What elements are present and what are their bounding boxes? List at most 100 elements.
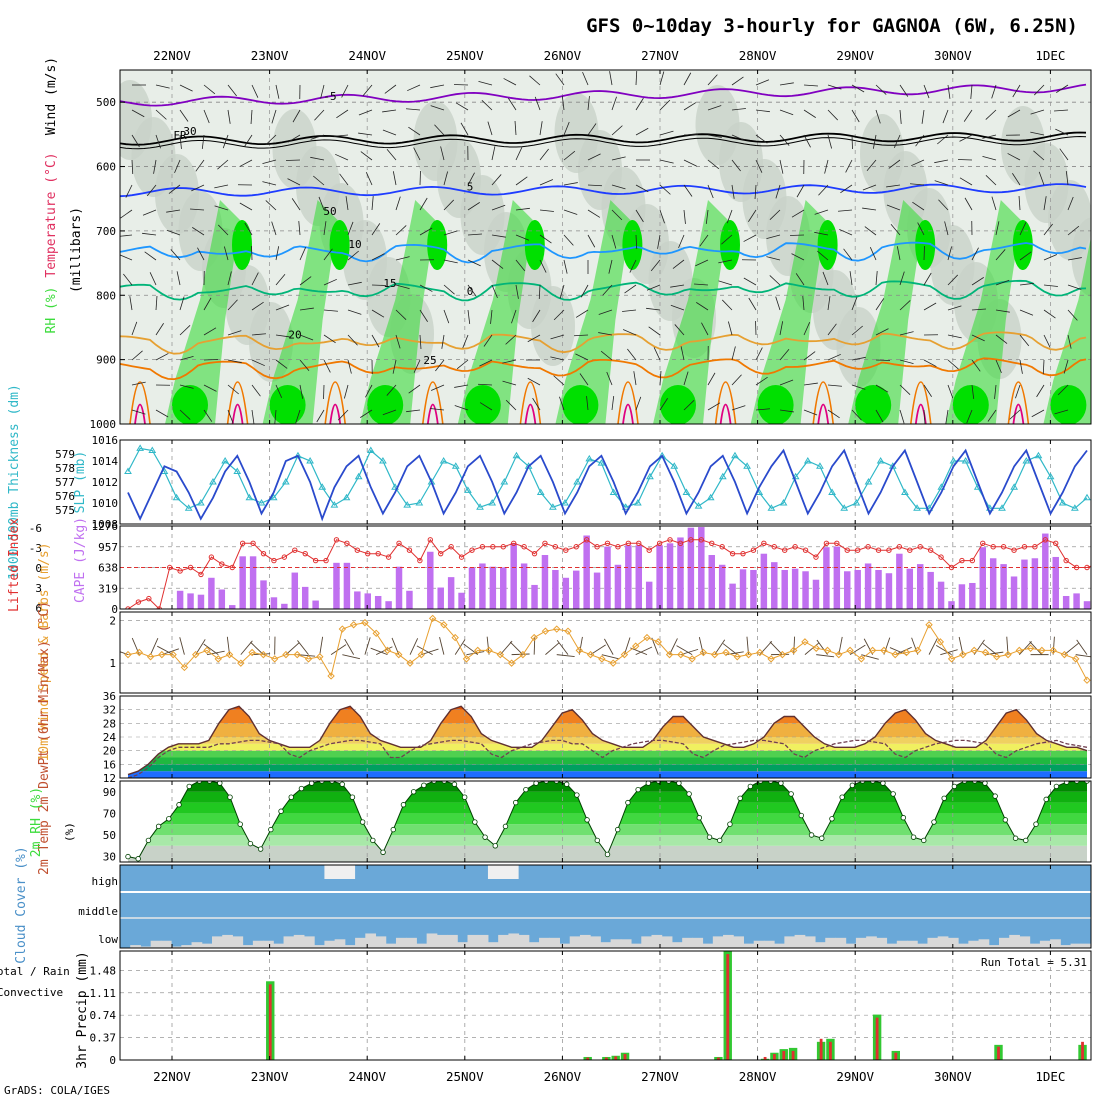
cape-bar [573, 571, 579, 609]
cape-bar [312, 601, 318, 609]
rh-high-core [367, 385, 403, 425]
rh-high-core [758, 385, 794, 425]
cape-bar [980, 547, 986, 609]
rh-point [1064, 780, 1069, 785]
rh-point [728, 822, 733, 827]
rh-light-area [531, 286, 575, 366]
isotherm-label: 10 [348, 238, 361, 251]
bottom-date-label: 26NOV [544, 1069, 582, 1084]
rh-point [901, 815, 906, 820]
cape-bar [1084, 601, 1090, 609]
wind-barb [320, 637, 323, 655]
isotherm-label: 20 [288, 328, 301, 341]
rh-point [799, 813, 804, 818]
low-cloud-gap [396, 938, 407, 948]
rh-high-core [1050, 385, 1086, 425]
low-cloud-gap [1019, 936, 1030, 948]
pressure-tick-label: 700 [96, 225, 116, 238]
cape-bar [854, 570, 860, 609]
low-cloud-gap [519, 935, 530, 948]
cape-bar [959, 584, 965, 609]
rh-point [942, 796, 947, 801]
rh-point [473, 820, 478, 825]
low-cloud-gap [263, 941, 274, 948]
low-cloud-gap [733, 936, 744, 948]
bottom-date-label: 25NOV [446, 1069, 484, 1084]
cape-bar [510, 543, 516, 609]
cape-tick-label: 1276 [92, 520, 119, 533]
low-cloud-gap [907, 941, 918, 948]
cape-bar [656, 545, 662, 609]
rh-point [983, 781, 988, 786]
temp-tick-label: 32 [103, 704, 116, 717]
rh-point [401, 802, 406, 807]
rh-contour-label: 30 [183, 125, 196, 138]
rh-point [340, 782, 345, 787]
top-date-label: 29NOV [836, 48, 874, 63]
rh-high-core [232, 220, 252, 270]
cape-bar [646, 582, 652, 609]
temp2m-panel-plot [120, 696, 1091, 778]
cape-bar [802, 571, 808, 609]
rh-point [462, 795, 467, 800]
low-cloud-gap [723, 935, 734, 948]
slp-tick-label: 1010 [92, 497, 119, 510]
cape-bar [333, 563, 339, 609]
rh-point [146, 838, 151, 843]
panel-border [120, 951, 1091, 1060]
cape-bar [1063, 596, 1069, 609]
low-cloud-gap [651, 935, 662, 948]
wind-barb [557, 655, 575, 657]
wind-tick-label: 1 [109, 657, 116, 670]
rh-point [1044, 797, 1049, 802]
precip-convective-bar [1081, 1042, 1084, 1060]
low-cloud-gap [795, 935, 806, 948]
low-cloud-gap [590, 936, 601, 948]
panels: -5FR510152025305005006007008009001000(mi… [0, 57, 1100, 1069]
rh-band [120, 813, 1091, 824]
low-cloud-gap [662, 936, 673, 948]
cape-bar [1052, 557, 1058, 609]
bottom-date-label: 24NOV [348, 1069, 386, 1084]
wind-barb [591, 645, 606, 655]
cape-bar [385, 601, 391, 609]
rh-point [921, 838, 926, 843]
rh-point [187, 784, 192, 789]
wind10m-panel-plot [111, 612, 1093, 693]
low-cloud-gap [703, 944, 714, 948]
bottom-date-label: 27NOV [641, 1069, 679, 1084]
pressure-tick-label: 1000 [90, 418, 117, 431]
rh-point [371, 838, 376, 843]
rh-point [830, 817, 835, 822]
rh-axis-label: 2m RH (%) [29, 787, 44, 857]
cape-bar [365, 593, 371, 609]
cape-bar [458, 593, 464, 609]
rh-point [707, 835, 712, 840]
rh-point [687, 792, 692, 797]
rh-point [309, 781, 314, 786]
pressure-tick-label: 600 [96, 161, 116, 174]
run-total-label: Run Total = 5.31 [981, 956, 1087, 969]
cape-bar [469, 567, 475, 609]
top-date-label: 25NOV [446, 48, 484, 63]
cape-bar [521, 563, 527, 609]
rh-point [279, 809, 284, 814]
low-cloud-gap [468, 935, 479, 948]
cape-bar [875, 570, 881, 609]
wind-barb [929, 639, 937, 655]
li-axis-label: Lifted Index [7, 518, 22, 612]
precip-convective-bar [782, 1051, 785, 1060]
precip-convective-bar [820, 1039, 823, 1060]
low-cloud-gap [192, 942, 203, 948]
temp-tick-label: 28 [103, 717, 116, 730]
wind-barb [297, 640, 308, 654]
low-cloud-gap [498, 935, 509, 948]
rh-point [136, 856, 141, 861]
rh-point [228, 795, 233, 800]
precip-convective-bar [624, 1054, 627, 1060]
low-cloud-gap [672, 942, 683, 948]
cape-bar [907, 569, 913, 609]
low-cloud-gap [294, 935, 305, 948]
